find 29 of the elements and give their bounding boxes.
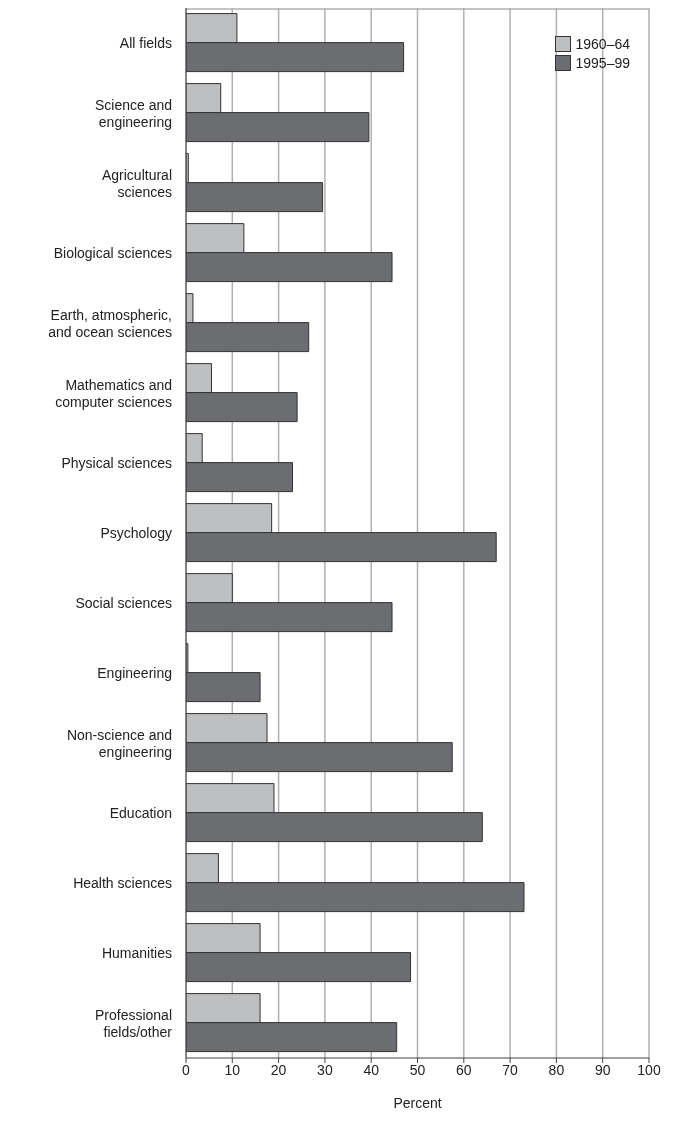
legend-label: 1960–64 [575, 36, 630, 52]
legend-label: 1995–99 [575, 55, 630, 71]
x-tick-label: 30 [317, 1061, 333, 1078]
x-tick-label: 10 [224, 1061, 241, 1078]
x-axis-title: Percent [393, 1095, 442, 1111]
y-tick-label: All fields [119, 35, 172, 51]
y-tick-label: Earth, atmospheric, and ocean sciences [48, 306, 172, 340]
x-tick-label: 80 [548, 1061, 565, 1078]
x-tick-label: 40 [363, 1061, 380, 1078]
x-tick-label: 20 [270, 1061, 287, 1078]
y-tick-label: Non-science and engineering [66, 726, 172, 760]
x-tick-label: 0 [182, 1061, 191, 1078]
y-tick-label: Agricultural sciences [101, 166, 172, 200]
y-tick-label: Health sciences [73, 875, 172, 891]
x-tick-label: 100 [637, 1061, 661, 1078]
y-tick-label: Biological sciences [53, 245, 172, 261]
y-tick-label: Social sciences [75, 595, 172, 611]
y-tick-label: Science and engineering [94, 96, 172, 130]
y-tick-label: Psychology [100, 525, 172, 541]
y-tick-label: Mathematics and computer sciences [55, 376, 172, 410]
x-tick-label: 90 [594, 1061, 611, 1078]
y-tick-label: Physical sciences [61, 455, 172, 471]
y-tick-label: Engineering [97, 665, 172, 681]
y-tick-label: Professional fields/other [94, 1006, 173, 1040]
x-tick-label: 70 [502, 1061, 519, 1078]
x-tick-label: 60 [456, 1061, 472, 1078]
x-tick-label: 50 [409, 1061, 426, 1078]
y-tick-label: Humanities [101, 945, 172, 961]
y-tick-label: Education [109, 805, 172, 821]
